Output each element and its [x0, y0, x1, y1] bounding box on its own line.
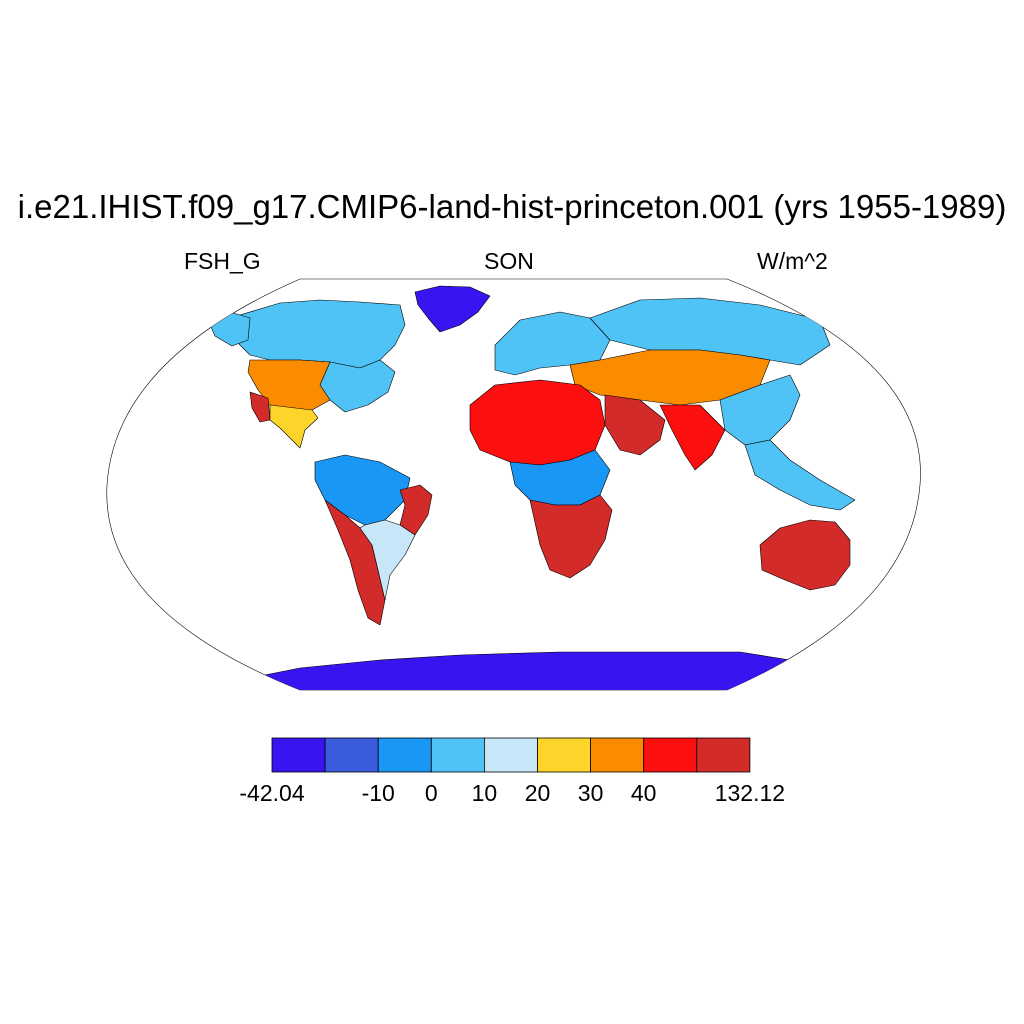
region-greenland: [414, 285, 491, 333]
colorbar-tick-label: 40: [630, 780, 657, 806]
region-australia: [759, 519, 851, 591]
region-brazil-east: [399, 484, 433, 536]
colorbar-tick-label: -42.04: [239, 780, 305, 806]
variable-label: FSH_G: [184, 248, 261, 274]
region-india: [659, 404, 726, 471]
map-title: i.e21.IHIST.f09_g17.CMIP6-land-hist-prin…: [17, 188, 1007, 225]
colorbar-tick-label: 132.12: [714, 780, 786, 806]
colorbar-swatch: [271, 737, 326, 773]
region-southwest-us: [249, 391, 271, 423]
region-southeast-asia: [744, 439, 856, 511]
region-china: [719, 374, 801, 446]
region-south-america-south: [359, 519, 416, 601]
colorbar-tick-label: 30: [577, 780, 604, 806]
season-label: SON: [484, 248, 534, 274]
region-arabia: [604, 394, 666, 456]
region-mexico: [269, 404, 319, 449]
units-label: W/m^2: [757, 248, 828, 274]
colorbar-swatch: [377, 737, 432, 773]
colorbar-tick-label: -10: [361, 780, 395, 806]
colorbar-tick-label: 10: [471, 780, 498, 806]
colorbar-swatch: [696, 737, 751, 773]
colorbar-swatch: [643, 737, 698, 773]
colorbar-swatch: [324, 737, 379, 773]
region-andes-patagonia: [324, 499, 386, 626]
colorbar-swatch: [483, 737, 538, 773]
colorbar-swatch: [590, 737, 645, 773]
colorbar-swatch: [537, 737, 591, 773]
region-sahara: [469, 379, 606, 466]
colorbar: [271, 737, 751, 773]
region-southern-africa: [529, 494, 613, 579]
region-antarctica: [239, 651, 801, 690]
colorbar-tick-label: 20: [524, 780, 551, 806]
colorbar-tick-label: 0: [424, 780, 438, 806]
colorbar-swatch: [430, 737, 485, 773]
